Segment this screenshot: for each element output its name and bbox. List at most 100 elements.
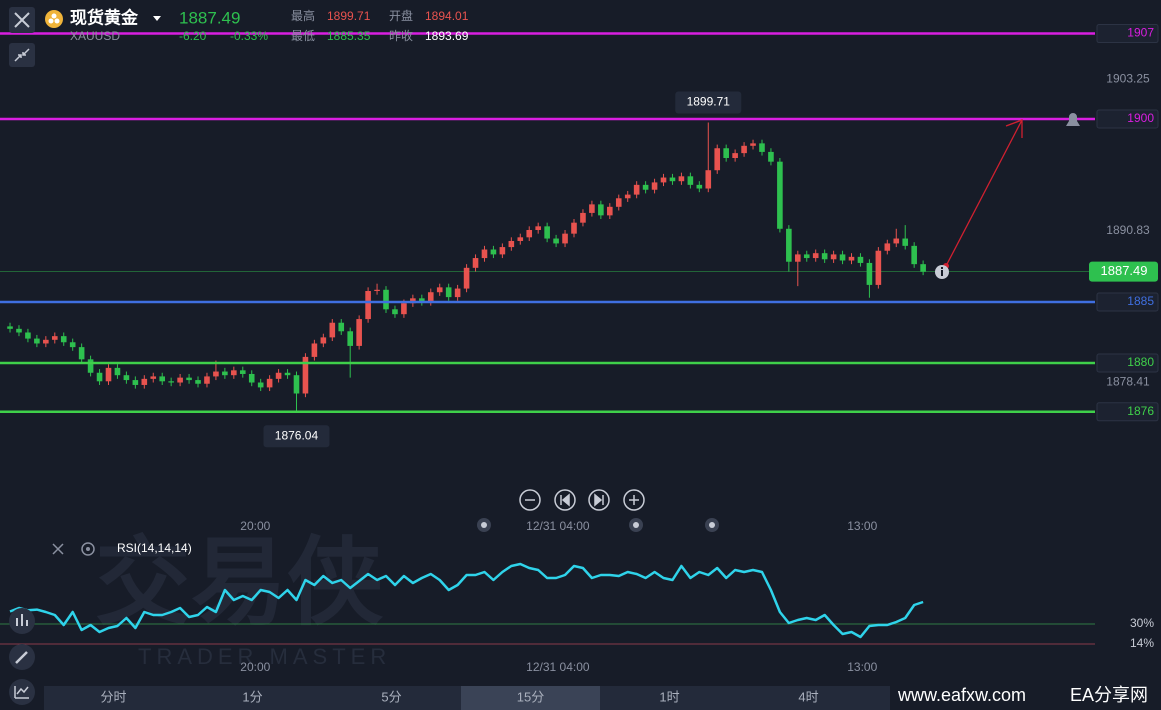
drawn-arrow bbox=[945, 119, 1023, 267]
rsi-settings[interactable] bbox=[81, 542, 95, 556]
go-start[interactable] bbox=[554, 489, 576, 511]
price: 1887.49 bbox=[179, 8, 240, 27]
tool-icon bbox=[16, 614, 28, 626]
zoom-in-icon bbox=[629, 495, 639, 505]
change: -6.20 bbox=[179, 29, 207, 43]
candle-body bbox=[96, 372, 103, 382]
tool-icon bbox=[15, 651, 28, 664]
candle-body bbox=[427, 292, 434, 302]
extreme-tag bbox=[675, 91, 742, 114]
candle-body bbox=[732, 153, 738, 159]
price-chart: 20:00 12/31 04:00 13:00 1878.41 1890.83 1903.… bbox=[0, 24, 1159, 533]
candle-body bbox=[490, 249, 497, 255]
stat-value: 1894.01 bbox=[425, 9, 469, 23]
candle-body bbox=[445, 287, 452, 298]
candle-body bbox=[472, 258, 479, 268]
candle-body bbox=[222, 371, 228, 376]
y-tick-label: 30% bbox=[1130, 616, 1154, 630]
extreme-tag bbox=[263, 425, 330, 448]
left-tools bbox=[9, 608, 35, 705]
candle-body bbox=[866, 262, 873, 285]
instrument-name[interactable]: 现货黄金 bbox=[70, 7, 139, 27]
candle-body bbox=[239, 370, 246, 374]
timeframe-tab[interactable]: 4时 bbox=[798, 689, 818, 704]
stat-label: 昨收 bbox=[389, 29, 413, 43]
last-price-tag bbox=[1089, 261, 1158, 282]
candle-body bbox=[204, 376, 210, 384]
candle-body bbox=[803, 254, 810, 259]
change-percent: -0.33% bbox=[230, 29, 268, 43]
candle-body bbox=[786, 228, 792, 262]
go-end-icon bbox=[594, 493, 604, 507]
dropdown-arrow[interactable] bbox=[153, 16, 161, 21]
stat-label: 最高 bbox=[291, 8, 315, 23]
candle-body bbox=[374, 289, 380, 292]
last-price-label: 1887.49 bbox=[1101, 263, 1148, 278]
candle-body bbox=[911, 245, 917, 265]
candle-body bbox=[562, 233, 568, 244]
candle-body bbox=[848, 256, 855, 261]
candle-body bbox=[615, 198, 622, 207]
candle-body bbox=[830, 254, 837, 260]
rsi-settings-dot bbox=[86, 547, 90, 551]
indicator-title: RSI(14,14,14) bbox=[117, 541, 192, 555]
price-level-tag bbox=[1096, 24, 1159, 44]
candle-body bbox=[436, 287, 443, 293]
candle-body bbox=[60, 336, 67, 343]
candle-body bbox=[794, 254, 801, 262]
timeframe-tab[interactable]: 分时 bbox=[100, 689, 126, 704]
candle-body bbox=[857, 256, 864, 263]
stat-value: 1893.69 bbox=[425, 29, 469, 43]
candle-body bbox=[25, 332, 31, 339]
timeframe-tab[interactable]: 5分 bbox=[381, 689, 401, 704]
candle-body bbox=[598, 204, 604, 216]
price-level-tag bbox=[1096, 402, 1159, 422]
candle-body bbox=[902, 238, 909, 246]
candle-body bbox=[87, 359, 94, 373]
candle-body bbox=[705, 170, 712, 189]
candle-body bbox=[383, 289, 389, 310]
candle-body bbox=[213, 371, 219, 377]
zoom-out[interactable] bbox=[519, 489, 541, 511]
candle-body bbox=[463, 267, 470, 289]
candle-body bbox=[508, 240, 515, 248]
candle-body bbox=[132, 380, 139, 385]
timeframe-tab[interactable]: 1时 bbox=[659, 689, 679, 704]
header: 现货黄金 1887.49 XAUUSD -6.20 -0.33% 最高 1899… bbox=[9, 7, 469, 67]
rsi-line bbox=[9, 562, 924, 639]
candle-body bbox=[669, 177, 676, 182]
candle-body bbox=[696, 184, 703, 189]
candle-body bbox=[553, 238, 559, 244]
site-watermark: www.eafxw.com bbox=[897, 685, 1026, 705]
x-tick-label: 20:00 bbox=[240, 519, 270, 533]
timeframe-tab[interactable]: 15分 bbox=[517, 689, 544, 704]
timeframe-tab[interactable]: 1分 bbox=[242, 689, 262, 704]
info-marker-glyph bbox=[941, 270, 943, 276]
zoom-in[interactable] bbox=[623, 489, 645, 511]
stat-label: 最低 bbox=[291, 29, 315, 43]
info-marker-glyph bbox=[941, 267, 943, 269]
go-end[interactable] bbox=[588, 489, 610, 511]
candle-body bbox=[51, 336, 58, 340]
alert-bell[interactable] bbox=[1066, 113, 1080, 126]
candle-body bbox=[231, 370, 237, 376]
price-level-label: 1885 bbox=[1127, 294, 1154, 308]
collapse-button[interactable] bbox=[9, 43, 35, 67]
site-watermark: EA分享网 bbox=[1070, 685, 1148, 705]
candle-body bbox=[105, 367, 112, 382]
candle-body bbox=[186, 377, 192, 381]
candle-body bbox=[481, 249, 488, 259]
tool-button[interactable] bbox=[9, 679, 35, 705]
candle-body bbox=[329, 322, 336, 338]
candle-body bbox=[114, 367, 121, 376]
rsi-close[interactable] bbox=[52, 543, 64, 555]
y-tick-label: 1890.83 bbox=[1106, 223, 1150, 237]
candle-body bbox=[580, 212, 586, 223]
candle-body bbox=[633, 184, 640, 195]
price-level-tag bbox=[1096, 109, 1159, 129]
extreme-label: 1899.71 bbox=[687, 95, 731, 109]
rsi-chart: 20:00 12/31 04:00 13:00 30% 14% bbox=[0, 562, 1154, 674]
go-start-icon bbox=[560, 493, 570, 507]
